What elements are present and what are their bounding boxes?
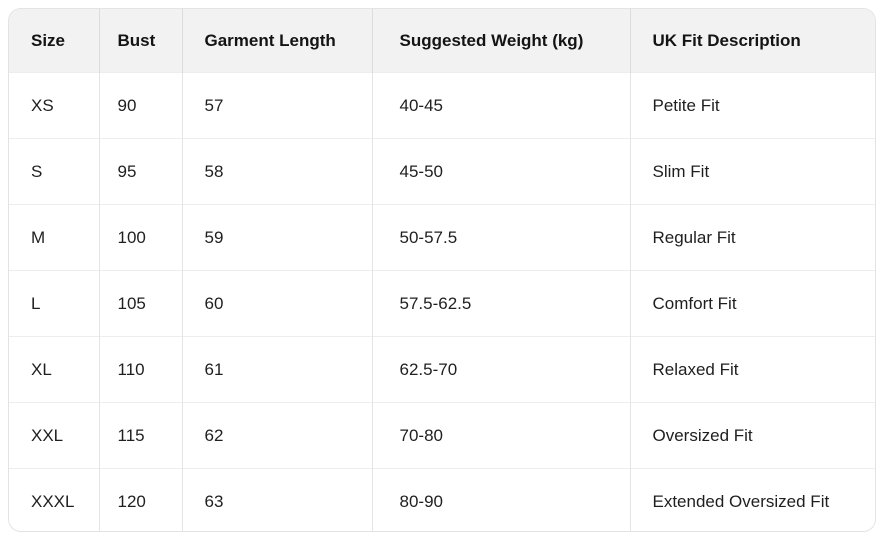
column-header-uk-fit-description: UK Fit Description <box>630 9 875 73</box>
cell-bust: 100 <box>99 204 183 271</box>
cell-garment-length: 57 <box>182 72 373 139</box>
cell-garment-length: 62 <box>182 402 373 469</box>
cell-uk-fit-description: Oversized Fit <box>630 402 875 469</box>
cell-suggested-weight: 62.5-70 <box>372 336 631 403</box>
cell-suggested-weight: 50-57.5 <box>372 204 631 271</box>
column-header-size: Size <box>9 9 100 73</box>
table-row: L 105 60 57.5-62.5 Comfort Fit <box>9 270 875 337</box>
cell-size: XL <box>9 336 100 403</box>
cell-uk-fit-description: Petite Fit <box>630 72 875 139</box>
cell-uk-fit-description: Comfort Fit <box>630 270 875 337</box>
cell-bust: 120 <box>99 468 183 531</box>
cell-size: XS <box>9 72 100 139</box>
size-chart-table-card: Size Bust Garment Length Suggested Weigh… <box>8 8 876 532</box>
cell-bust: 115 <box>99 402 183 469</box>
cell-uk-fit-description: Slim Fit <box>630 138 875 205</box>
cell-uk-fit-description: Extended Oversized Fit <box>630 468 875 531</box>
cell-uk-fit-description: Regular Fit <box>630 204 875 271</box>
size-chart-table: Size Bust Garment Length Suggested Weigh… <box>9 9 875 531</box>
cell-bust: 105 <box>99 270 183 337</box>
cell-garment-length: 60 <box>182 270 373 337</box>
cell-size: XXL <box>9 402 100 469</box>
cell-size: L <box>9 270 100 337</box>
cell-garment-length: 63 <box>182 468 373 531</box>
cell-suggested-weight: 70-80 <box>372 402 631 469</box>
table-row: M 100 59 50-57.5 Regular Fit <box>9 204 875 271</box>
table-row: XS 90 57 40-45 Petite Fit <box>9 72 875 139</box>
cell-size: XXXL <box>9 468 100 531</box>
cell-garment-length: 58 <box>182 138 373 205</box>
table-row: XL 110 61 62.5-70 Relaxed Fit <box>9 336 875 403</box>
column-header-garment-length: Garment Length <box>182 9 373 73</box>
table-row: XXL 115 62 70-80 Oversized Fit <box>9 402 875 469</box>
cell-garment-length: 59 <box>182 204 373 271</box>
cell-bust: 110 <box>99 336 183 403</box>
column-header-suggested-weight: Suggested Weight (kg) <box>372 9 631 73</box>
cell-suggested-weight: 80-90 <box>372 468 631 531</box>
table-row: S 95 58 45-50 Slim Fit <box>9 138 875 205</box>
cell-size: M <box>9 204 100 271</box>
cell-size: S <box>9 138 100 205</box>
cell-bust: 90 <box>99 72 183 139</box>
table-row: XXXL 120 63 80-90 Extended Oversized Fit <box>9 468 875 531</box>
cell-garment-length: 61 <box>182 336 373 403</box>
cell-suggested-weight: 40-45 <box>372 72 631 139</box>
cell-suggested-weight: 45-50 <box>372 138 631 205</box>
table-header-row: Size Bust Garment Length Suggested Weigh… <box>9 9 875 73</box>
cell-bust: 95 <box>99 138 183 205</box>
cell-uk-fit-description: Relaxed Fit <box>630 336 875 403</box>
cell-suggested-weight: 57.5-62.5 <box>372 270 631 337</box>
column-header-bust: Bust <box>99 9 183 73</box>
